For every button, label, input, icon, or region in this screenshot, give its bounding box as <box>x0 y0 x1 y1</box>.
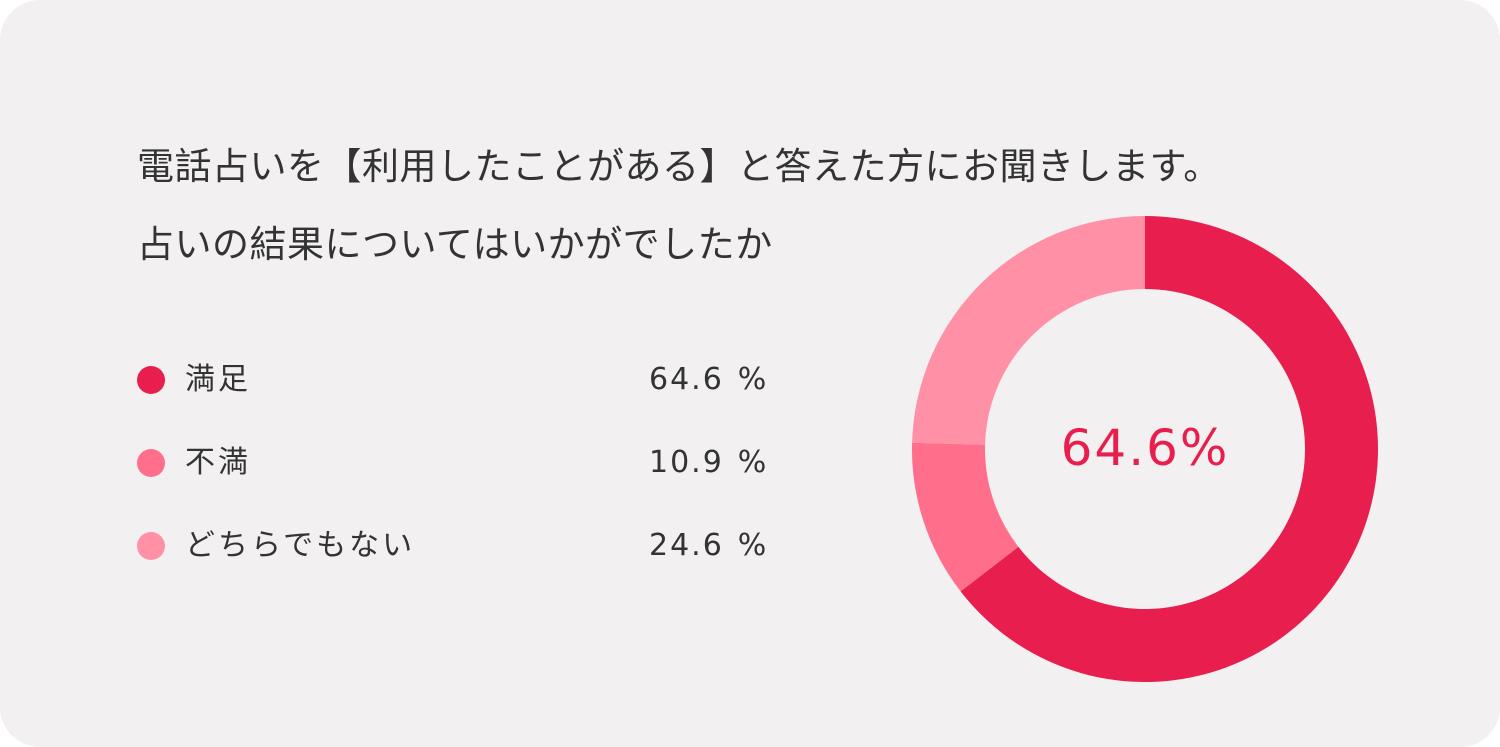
legend-value-satisfied: 64.6% <box>649 358 768 402</box>
donut-svg <box>912 216 1378 682</box>
legend-value-number: 24.6 <box>649 528 724 563</box>
legend-label-neutral: どちらでもない <box>185 528 416 563</box>
slice-neutral <box>912 216 1145 445</box>
chart-title-line2: 占いの結果についてはいかがでしたか <box>137 223 773 266</box>
legend-dot-satisfied <box>137 366 165 394</box>
slice-satisfied <box>960 216 1378 682</box>
chart-title: 電話占いを【利用したことがある】と答えた方にお聞きします。 占いの結果については… <box>137 128 1221 284</box>
legend-value-unit: % <box>737 362 769 397</box>
donut-center-label: 64.6% <box>1060 419 1230 477</box>
legend-label-satisfied: 満足 <box>185 362 251 397</box>
legend-value-unit: % <box>737 528 769 563</box>
legend: 満足 64.6% 不満 10.9% どちらでもない 24.6% <box>137 352 797 601</box>
legend-row-dissatisfied: 不満 10.9% <box>137 435 797 518</box>
legend-dot-neutral <box>137 532 165 560</box>
legend-dot-dissatisfied <box>137 449 165 477</box>
legend-value-neutral: 24.6% <box>649 524 768 568</box>
legend-value-dissatisfied: 10.9% <box>649 441 768 485</box>
donut-chart <box>900 204 1390 694</box>
legend-value-number: 64.6 <box>649 362 724 397</box>
chart-title-line1: 電話占いを【利用したことがある】と答えた方にお聞きします。 <box>137 145 1221 188</box>
legend-value-unit: % <box>737 445 769 480</box>
legend-row-neutral: どちらでもない 24.6% <box>137 518 797 601</box>
legend-label-dissatisfied: 不満 <box>185 445 251 480</box>
slice-dissatisfied <box>912 442 1019 592</box>
legend-value-number: 10.9 <box>649 445 724 480</box>
legend-row-satisfied: 満足 64.6% <box>137 352 797 435</box>
